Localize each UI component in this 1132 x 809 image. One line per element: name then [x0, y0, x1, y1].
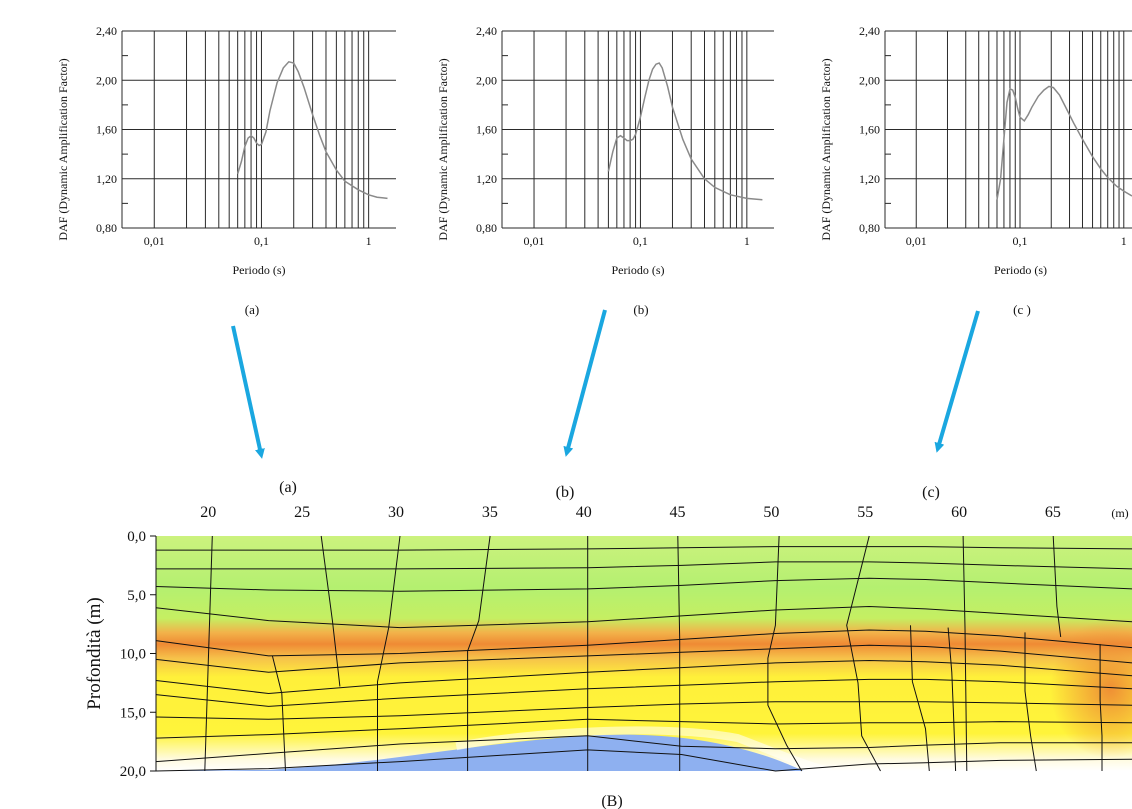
- section-x-tick-label: 30: [388, 504, 404, 521]
- y-tick-label: 0,80: [96, 221, 117, 235]
- y-tick-label: 2,00: [96, 73, 117, 87]
- section-marker-c: (c): [922, 484, 940, 501]
- x-tick-label: 0,1: [633, 234, 648, 248]
- section-x-tick-label: 45: [670, 504, 686, 521]
- y-tick-label: 1,60: [859, 123, 880, 137]
- section-marker-b: (b): [556, 484, 575, 501]
- section-y-tick-label: 0,0: [127, 529, 146, 545]
- section-bedrock-halo: [455, 726, 833, 775]
- section-x-tick-label: 65: [1045, 504, 1061, 521]
- y-tick-label: 0,80: [859, 221, 880, 235]
- mesh-vertical-line: [910, 625, 930, 772]
- y-tick-label: 2,40: [476, 24, 497, 38]
- mesh-vertical-line: [1024, 632, 1037, 772]
- mesh-vertical-line: [467, 535, 491, 771]
- mesh-vertical-line: [947, 627, 957, 772]
- x-tick-label: 1: [744, 234, 750, 248]
- arrow-b: [563, 309, 607, 457]
- daf-curve: [607, 62, 763, 201]
- mesh-vertical-line: [320, 535, 341, 687]
- contour-line: [155, 749, 1132, 772]
- x-axis-title: Periodo (s): [233, 263, 286, 277]
- x-tick-label: 1: [366, 234, 372, 248]
- section-x-tick-label: 55: [857, 504, 873, 521]
- section-x-tick-label: 20: [200, 504, 216, 521]
- y-tick-label: 2,40: [96, 24, 117, 38]
- daf-chart-a-label: (a): [245, 302, 259, 317]
- contour-line: [155, 629, 1132, 657]
- section-y-tick-label: 15,0: [120, 705, 146, 721]
- y-tick-label: 2,00: [859, 73, 880, 87]
- daf-chart-a: 0,80 1,20 1,60 2,00 2,40 0,01 0,1 1 Periodo (s) D…: [56, 24, 396, 277]
- x-tick-label: 1: [1121, 234, 1127, 248]
- x-tick-label: 0,01: [906, 234, 927, 248]
- mesh-vertical-line: [846, 535, 881, 772]
- daf-curve: [996, 85, 1132, 200]
- x-tick-label: 0,1: [254, 234, 269, 248]
- y-tick-label: 1,20: [476, 172, 497, 186]
- x-tick-label: 0,1: [1013, 234, 1028, 248]
- mesh-vertical-line: [677, 535, 681, 771]
- section-y-tick-label: 10,0: [120, 647, 146, 663]
- daf-chart-c: 0,80 1,20 1,60 2,00 2,40 0,01 0,1 1 Periodo (s) D…: [819, 24, 1132, 277]
- y-tick-label: 0,80: [476, 221, 497, 235]
- section-x-tick-label: 50: [763, 504, 779, 521]
- x-axis-title: Periodo (s): [994, 263, 1047, 277]
- arrow-a: [231, 325, 265, 459]
- daf-curve: [236, 60, 388, 200]
- section-x-unit: (m): [1111, 506, 1128, 520]
- contour-line: [155, 701, 1132, 720]
- section-x-tick-label: 35: [482, 504, 498, 521]
- mesh-vertical-line: [767, 535, 803, 772]
- section-label: (B): [601, 793, 622, 809]
- section-y-tick-label: 20,0: [120, 764, 146, 780]
- contour-line: [155, 644, 1132, 673]
- section-y-axis-title: Profondità (m): [84, 597, 105, 709]
- contour-line: [155, 718, 1132, 739]
- contour-line: [155, 678, 1132, 707]
- mesh-vertical-line: [271, 655, 286, 772]
- section-x-tick-label: 60: [951, 504, 967, 521]
- x-tick-label: 0,01: [144, 234, 165, 248]
- y-axis-title: DAF (Dynamic Amplification Factor): [819, 58, 833, 240]
- mesh-vertical-line: [377, 535, 401, 771]
- mesh-vertical-line: [1052, 535, 1062, 638]
- y-axis-title: DAF (Dynamic Amplification Factor): [436, 58, 450, 240]
- daf-chart-b-label: (b): [633, 302, 648, 317]
- cross-section: 0,0 5,0 10,0 15,0 20,0 20 25 30 35 40 45 50 55 60 65 (m…: [84, 504, 1132, 780]
- mesh-vertical-line: [962, 535, 968, 772]
- y-tick-label: 1,60: [476, 123, 497, 137]
- daf-chart-b: 0,80 1,20 1,60 2,00 2,40 0,01 0,1 1 Periodo (s) D…: [436, 24, 774, 277]
- y-tick-label: 1,20: [859, 172, 880, 186]
- section-bedrock-zone: [156, 734, 804, 771]
- y-tick-label: 1,20: [96, 172, 117, 186]
- section-marker-a: (a): [279, 479, 297, 496]
- section-y-tick-label: 5,0: [127, 588, 146, 604]
- mesh-vertical-line: [1099, 644, 1103, 771]
- section-x-tick-label: 25: [294, 504, 310, 521]
- contour-line: [155, 605, 1132, 629]
- contour-line: [155, 577, 1132, 592]
- contour-line: [155, 735, 1132, 763]
- section-x-tick-label: 40: [576, 504, 592, 521]
- daf-chart-c-label: (c ): [1013, 302, 1031, 317]
- y-tick-label: 2,40: [859, 24, 880, 38]
- contour-line: [155, 659, 1132, 695]
- y-tick-label: 2,00: [476, 73, 497, 87]
- section-orange-zone: [1050, 618, 1132, 759]
- y-axis-title: DAF (Dynamic Amplification Factor): [56, 58, 70, 240]
- arrow-c: [934, 310, 980, 453]
- mesh-vertical-line: [204, 535, 213, 772]
- x-axis-title: Periodo (s): [612, 263, 665, 277]
- x-tick-label: 0,01: [524, 234, 545, 248]
- contour-line: [156, 561, 1132, 570]
- y-tick-label: 1,60: [96, 123, 117, 137]
